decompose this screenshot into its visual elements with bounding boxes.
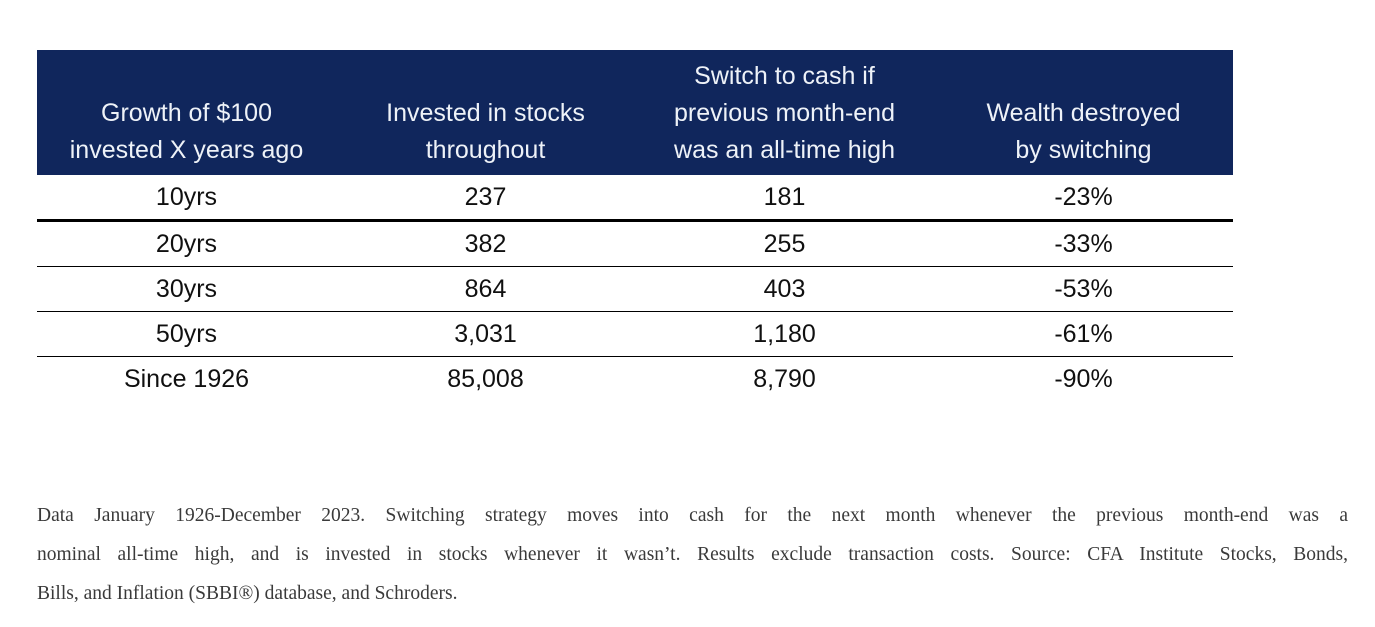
col-header-switch-to-cash: Switch to cash if previous month-end was… bbox=[674, 62, 895, 164]
wealth-destroyed-table: Growth of $100 invested X years ago Inve… bbox=[37, 50, 1233, 401]
cell-switch-value: 181 bbox=[763, 182, 806, 211]
cell-period: 20yrs bbox=[155, 229, 218, 258]
table-row: Since 1926 85,008 8,790 -90% bbox=[37, 357, 1233, 401]
cell-stocks-value: 382 bbox=[464, 229, 507, 258]
cell-stocks-value: 3,031 bbox=[454, 319, 517, 348]
table-row: 30yrs 864 403 -53% bbox=[37, 267, 1233, 312]
table-row: 50yrs 3,031 1,180 -61% bbox=[37, 312, 1233, 357]
cell-period: 10yrs bbox=[155, 182, 218, 211]
col-header-growth: Growth of $100 invested X years ago bbox=[69, 99, 304, 164]
cell-switch-value: 8,790 bbox=[753, 364, 816, 393]
col-header-invested-stocks: Invested in stocks throughout bbox=[386, 99, 585, 164]
cell-stocks-value: 237 bbox=[464, 182, 507, 211]
cell-wealth-destroyed: -90% bbox=[1054, 364, 1113, 393]
cell-switch-value: 1,180 bbox=[753, 319, 816, 348]
cell-switch-value: 255 bbox=[763, 229, 806, 258]
footnote-line: nominal all-time high, and is invested i… bbox=[37, 544, 1348, 565]
footnote: Data January 1926-December 2023. Switchi… bbox=[37, 496, 1348, 613]
cell-wealth-destroyed: -53% bbox=[1054, 274, 1113, 303]
table-header-row: Growth of $100 invested X years ago Inve… bbox=[37, 50, 1233, 175]
col-header-wealth-destroyed: Wealth destroyed by switching bbox=[986, 99, 1181, 164]
cell-switch-value: 403 bbox=[763, 274, 806, 303]
table-row: 10yrs 237 181 -23% bbox=[37, 175, 1233, 222]
cell-period: 50yrs bbox=[155, 319, 218, 348]
footnote-line: Data January 1926-December 2023. Switchi… bbox=[37, 505, 1348, 526]
cell-period: 30yrs bbox=[155, 274, 218, 303]
table-row: 20yrs 382 255 -33% bbox=[37, 222, 1233, 267]
cell-stocks-value: 85,008 bbox=[447, 364, 524, 393]
cell-wealth-destroyed: -33% bbox=[1054, 229, 1113, 258]
cell-wealth-destroyed: -61% bbox=[1054, 319, 1113, 348]
cell-stocks-value: 864 bbox=[464, 274, 507, 303]
footnote-line: Bills, and Inflation (SBBI®) database, a… bbox=[37, 583, 458, 604]
cell-period: Since 1926 bbox=[123, 364, 250, 393]
cell-wealth-destroyed: -23% bbox=[1054, 182, 1113, 211]
